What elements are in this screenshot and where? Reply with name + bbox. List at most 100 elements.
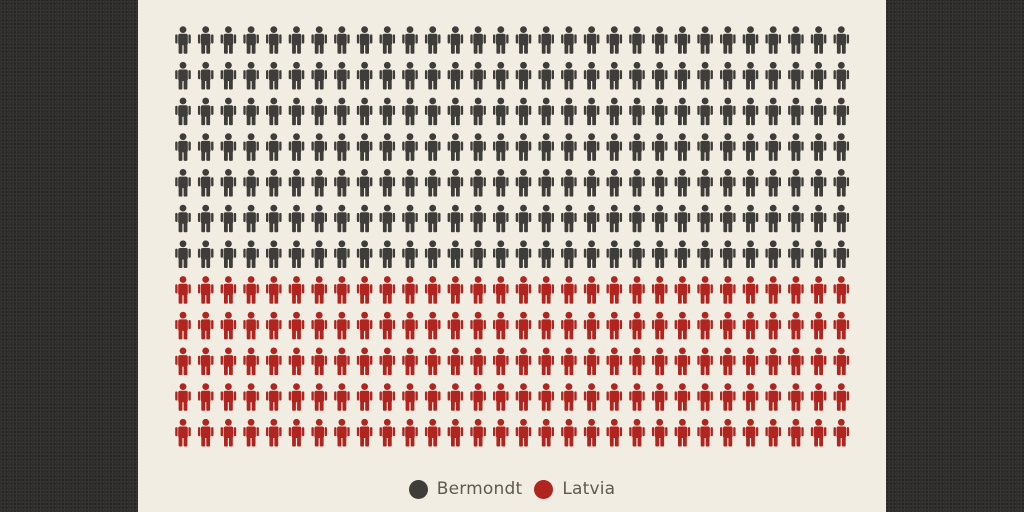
person-icon xyxy=(674,311,691,340)
person-icon xyxy=(402,97,418,126)
person-icon xyxy=(356,383,373,411)
person-icon xyxy=(175,311,191,340)
person-icon xyxy=(788,347,804,376)
person-icon xyxy=(606,240,623,268)
person-icon xyxy=(629,347,645,376)
person-icon xyxy=(288,418,305,447)
person-icon xyxy=(424,311,441,340)
person-icon xyxy=(379,169,396,197)
person-icon xyxy=(810,26,827,54)
person-icon xyxy=(583,204,600,233)
person-icon xyxy=(493,418,509,447)
person-icon xyxy=(810,383,827,411)
person-icon xyxy=(447,204,464,233)
person-icon xyxy=(742,276,759,304)
person-icon xyxy=(561,418,577,447)
person-icon xyxy=(447,383,464,411)
person-icon xyxy=(561,169,577,197)
person-icon xyxy=(334,133,350,161)
person-icon xyxy=(742,418,759,447)
person-icon xyxy=(583,383,600,411)
person-icon xyxy=(243,240,259,268)
person-icon xyxy=(288,133,305,161)
person-icon xyxy=(606,347,623,376)
person-icon xyxy=(243,418,259,447)
person-icon xyxy=(629,418,645,447)
person-icon xyxy=(197,26,214,54)
person-icon xyxy=(606,204,623,233)
person-icon xyxy=(470,311,486,340)
person-icon xyxy=(288,240,305,268)
person-icon xyxy=(583,311,600,340)
person-icon xyxy=(583,133,600,161)
person-icon xyxy=(788,169,804,197)
person-icon xyxy=(583,169,600,197)
person-icon xyxy=(606,418,623,447)
person-icon xyxy=(470,97,486,126)
person-icon xyxy=(515,26,532,54)
person-icon xyxy=(334,383,350,411)
person-icon xyxy=(538,61,554,90)
person-icon xyxy=(765,204,781,233)
person-icon xyxy=(424,204,441,233)
person-icon xyxy=(833,418,850,447)
person-icon xyxy=(538,97,554,126)
person-icon xyxy=(470,240,486,268)
person-icon xyxy=(583,26,600,54)
person-icon xyxy=(175,97,191,126)
person-icon xyxy=(447,240,464,268)
person-icon xyxy=(356,347,373,376)
person-icon xyxy=(402,169,418,197)
person-icon xyxy=(765,311,781,340)
person-icon xyxy=(538,418,554,447)
person-icon xyxy=(810,418,827,447)
person-icon xyxy=(243,347,259,376)
person-icon xyxy=(447,418,464,447)
person-icon xyxy=(493,276,509,304)
person-icon xyxy=(561,347,577,376)
person-icon xyxy=(651,26,668,54)
person-icon xyxy=(833,240,850,268)
person-icon xyxy=(447,61,464,90)
person-icon xyxy=(379,418,396,447)
person-icon xyxy=(266,133,282,161)
person-icon xyxy=(788,204,804,233)
person-icon xyxy=(311,347,327,376)
person-icon xyxy=(561,311,577,340)
person-icon xyxy=(220,383,237,411)
person-icon xyxy=(220,418,237,447)
person-icon xyxy=(515,204,532,233)
person-icon xyxy=(515,240,532,268)
person-icon xyxy=(220,204,237,233)
person-icon xyxy=(606,61,623,90)
person-icon xyxy=(356,240,373,268)
person-icon xyxy=(561,97,577,126)
person-icon xyxy=(833,383,850,411)
person-icon xyxy=(356,133,373,161)
person-icon xyxy=(356,169,373,197)
person-icon xyxy=(651,204,668,233)
person-icon xyxy=(311,26,327,54)
person-icon xyxy=(697,383,713,411)
person-icon xyxy=(379,133,396,161)
person-icon xyxy=(697,204,713,233)
person-icon xyxy=(538,383,554,411)
person-icon xyxy=(424,276,441,304)
person-icon xyxy=(493,133,509,161)
person-icon xyxy=(288,204,305,233)
person-icon xyxy=(175,347,191,376)
pictogram-chart xyxy=(175,26,850,447)
person-icon xyxy=(243,204,259,233)
person-icon xyxy=(651,383,668,411)
person-icon xyxy=(379,276,396,304)
person-icon xyxy=(720,61,736,90)
person-icon xyxy=(674,97,691,126)
person-icon xyxy=(561,133,577,161)
person-icon xyxy=(538,26,554,54)
person-icon xyxy=(447,97,464,126)
person-icon xyxy=(561,383,577,411)
person-icon xyxy=(629,240,645,268)
person-icon xyxy=(175,383,191,411)
person-icon xyxy=(629,97,645,126)
person-icon xyxy=(470,276,486,304)
